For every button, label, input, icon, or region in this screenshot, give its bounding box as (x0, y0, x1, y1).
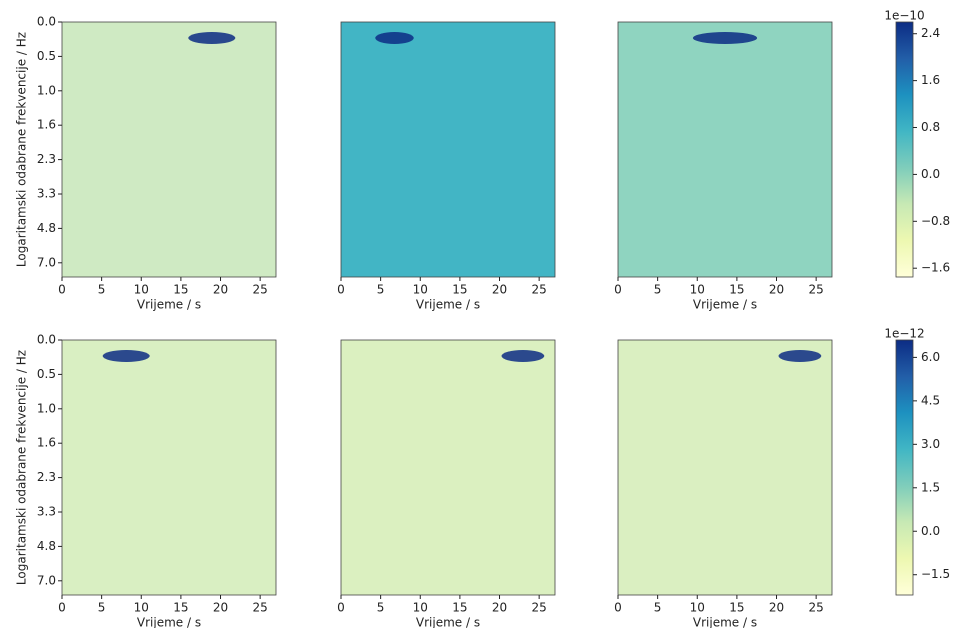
colorbar-tick-label: 0.8 (921, 120, 940, 134)
x-tick-label: 25 (253, 283, 268, 297)
x-axis-label: Vrijeme / s (416, 298, 480, 312)
x-tick-label: 10 (413, 283, 428, 297)
x-tick-label: 0 (58, 283, 66, 297)
energy-band (102, 350, 150, 362)
energy-band (375, 32, 414, 44)
y-tick-label: 7.0 (37, 573, 56, 587)
x-tick-label: 20 (769, 601, 784, 615)
energy-band (501, 350, 545, 362)
x-tick-label: 25 (532, 283, 547, 297)
x-tick-label: 20 (492, 601, 507, 615)
x-tick-label: 25 (532, 601, 547, 615)
x-tick-label: 25 (809, 601, 824, 615)
plot-frame (340, 339, 556, 596)
y-tick-label: 4.8 (37, 221, 56, 235)
colorbar-tick-label: −1.5 (921, 567, 950, 581)
x-tick-label: 0 (337, 283, 345, 297)
colorbar-frame (895, 21, 914, 278)
x-tick-label: 0 (614, 283, 622, 297)
y-tick-label: 3.3 (37, 505, 56, 519)
energy-band (778, 350, 822, 362)
y-tick-label: 1.0 (37, 401, 56, 415)
plot-frame (617, 339, 833, 596)
x-tick-label: 10 (134, 601, 149, 615)
x-tick-label: 10 (413, 601, 428, 615)
colorbar-tick-label: 4.5 (921, 393, 940, 407)
x-tick-label: 15 (729, 601, 744, 615)
y-tick-label: 2.3 (37, 470, 56, 484)
plot-frame (61, 339, 277, 596)
heatmap-area (341, 22, 555, 277)
colorbar (896, 22, 913, 277)
x-tick-label: 5 (654, 601, 662, 615)
x-tick-label: 10 (690, 601, 705, 615)
y-axis-label: Logaritamski odabrane frekvencije / Hz (15, 32, 29, 267)
x-tick-label: 5 (377, 283, 385, 297)
y-tick-label: 0.5 (37, 367, 56, 381)
y-axis-label: Logaritamski odabrane frekvencije / Hz (15, 350, 29, 585)
y-tick-label: 0.0 (37, 333, 56, 347)
colorbar (896, 340, 913, 595)
x-tick-label: 5 (98, 283, 106, 297)
y-tick-label: 1.6 (37, 436, 56, 450)
y-tick-label: 4.8 (37, 539, 56, 553)
colorbar-frame (895, 339, 914, 596)
x-axis-label: Vrijeme / s (137, 616, 201, 628)
x-tick-label: 20 (213, 283, 228, 297)
colorbar-tick-label: 1.5 (921, 480, 940, 494)
heatmap-area (62, 340, 276, 595)
y-tick-label: 0.5 (37, 49, 56, 63)
colorbar-tick-label: −1.6 (921, 261, 950, 275)
x-tick-label: 15 (173, 601, 188, 615)
x-tick-label: 15 (173, 283, 188, 297)
energy-band (188, 32, 236, 44)
plot-frame (340, 21, 556, 278)
x-tick-label: 20 (213, 601, 228, 615)
colorbar-tick-label: 0.0 (921, 167, 940, 181)
x-tick-label: 5 (98, 601, 106, 615)
y-tick-label: 1.6 (37, 118, 56, 132)
colorbar-tick-label: 0.0 (921, 524, 940, 538)
x-tick-label: 15 (452, 601, 467, 615)
y-tick-label: 2.3 (37, 152, 56, 166)
colorbar-tick-label: 2.4 (921, 26, 940, 40)
x-tick-label: 5 (377, 601, 385, 615)
colorbar-tick-label: 1.6 (921, 73, 940, 87)
x-tick-label: 20 (492, 283, 507, 297)
y-tick-label: 3.3 (37, 187, 56, 201)
colorbar-scale: 1e−10 (884, 9, 924, 23)
heatmap-area (618, 22, 832, 277)
x-axis-label: Vrijeme / s (693, 616, 757, 628)
colorbar-tick-label: 3.0 (921, 437, 940, 451)
colorbar-scale: 1e−12 (884, 327, 924, 341)
x-axis-label: Vrijeme / s (416, 616, 480, 628)
x-tick-label: 15 (452, 283, 467, 297)
x-tick-label: 25 (253, 601, 268, 615)
energy-band (692, 32, 758, 44)
y-tick-label: 0.0 (37, 15, 56, 29)
colorbar-tick-label: −0.8 (921, 214, 950, 228)
x-tick-label: 20 (769, 283, 784, 297)
plot-frame (61, 21, 277, 278)
x-tick-label: 10 (134, 283, 149, 297)
x-tick-label: 0 (614, 601, 622, 615)
heatmap-area (341, 340, 555, 595)
x-tick-label: 25 (809, 283, 824, 297)
x-axis-label: Vrijeme / s (693, 298, 757, 312)
x-axis-label: Vrijeme / s (137, 298, 201, 312)
x-tick-label: 10 (690, 283, 705, 297)
plot-frame (617, 21, 833, 278)
colorbar-tick-label: 6.0 (921, 350, 940, 364)
x-tick-label: 15 (729, 283, 744, 297)
heatmap-area (62, 22, 276, 277)
x-tick-label: 0 (58, 601, 66, 615)
y-tick-label: 7.0 (37, 255, 56, 269)
x-tick-label: 5 (654, 283, 662, 297)
x-tick-label: 0 (337, 601, 345, 615)
heatmap-area (618, 340, 832, 595)
y-tick-label: 1.0 (37, 83, 56, 97)
